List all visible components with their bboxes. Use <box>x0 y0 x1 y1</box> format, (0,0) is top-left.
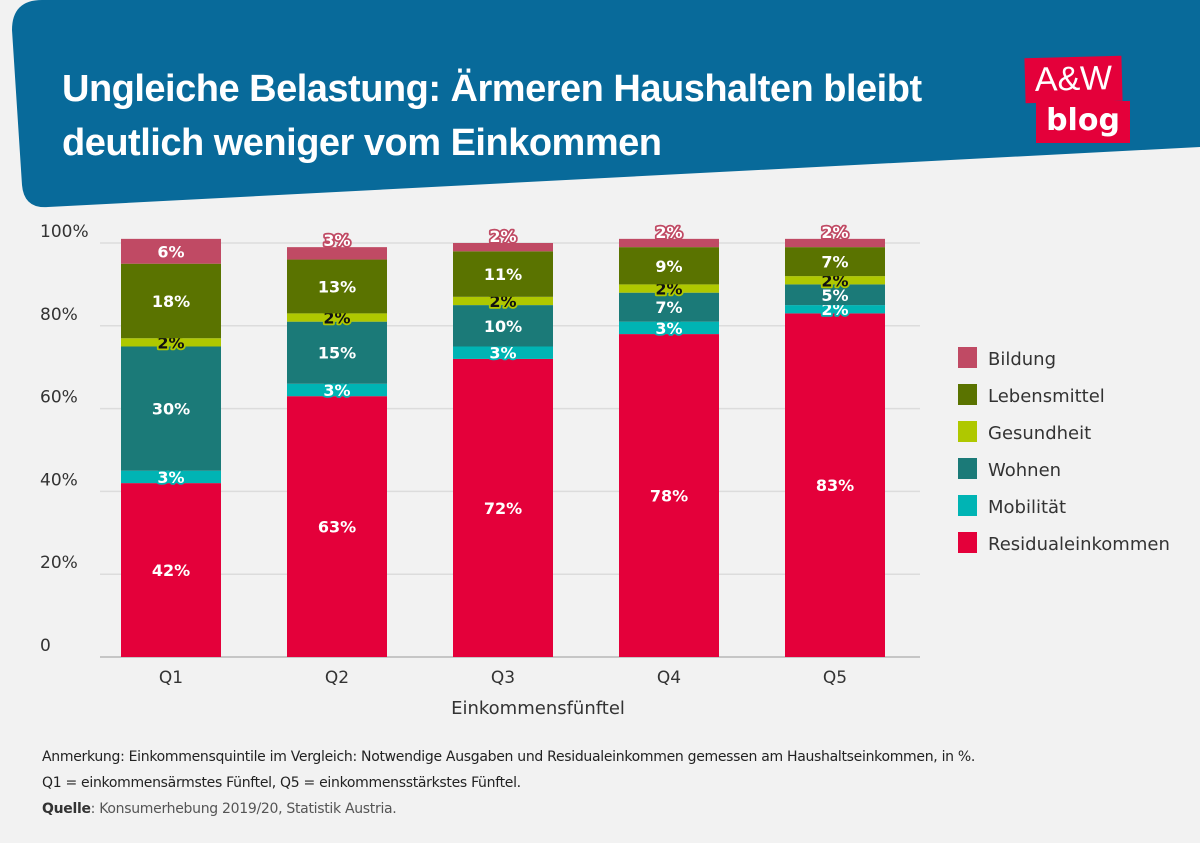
title-line-2: deutlich weniger vom Einkommen <box>62 122 662 164</box>
bar-segment-residualeinkommen <box>619 334 719 657</box>
legend-label: Gesundheit <box>988 423 1091 444</box>
note-line-2: Q1 = einkommensärmstes Fünftel, Q5 = ein… <box>42 775 521 791</box>
data-label: 30% <box>152 400 190 419</box>
legend-swatch-gesundheit <box>958 421 977 442</box>
data-label: 10% <box>484 317 522 336</box>
x-tick-label: Q2 <box>325 668 349 688</box>
data-label: 3% <box>157 468 184 487</box>
bar-segment-lebensmittel <box>287 259 387 314</box>
title-line-1: Ungleiche Belastung: Ärmeren Haushalten … <box>62 68 922 110</box>
data-label: 3% <box>323 231 350 250</box>
legend-swatch-residualeinkommen <box>958 532 977 553</box>
footnotes: Anmerkung: Einkommensquintile im Verglei… <box>42 744 975 822</box>
bar-segment-wohnen <box>453 305 553 347</box>
y-tick-label: 60% <box>40 388 78 408</box>
bar-segment-bildung <box>287 247 387 260</box>
bar-segment-bildung <box>785 238 885 248</box>
legend-label: Lebensmittel <box>988 386 1105 407</box>
data-label: 78% <box>650 487 688 506</box>
data-label: 13% <box>318 277 356 296</box>
bar-segment-mobilität <box>619 321 719 335</box>
bar-segment-mobilität <box>785 305 885 314</box>
bar-segment-mobilität <box>121 470 221 484</box>
data-label: 6% <box>157 242 184 261</box>
data-label: 2% <box>489 227 516 246</box>
bar-segment-residualeinkommen <box>121 483 221 657</box>
x-tick-label: Q1 <box>159 668 183 688</box>
legend-label: Bildung <box>988 349 1056 370</box>
source-label: Quelle <box>42 801 91 817</box>
data-label: 2% <box>821 223 848 242</box>
y-tick-label: 20% <box>40 553 78 573</box>
data-label: 18% <box>152 292 190 311</box>
data-label: 5% <box>821 286 848 305</box>
bar-segment-bildung <box>619 238 719 248</box>
logo-aw: A&W <box>1024 55 1123 104</box>
bar-segment-lebensmittel <box>453 251 553 297</box>
y-tick-label: 0 <box>40 636 51 656</box>
bar-segment-residualeinkommen <box>785 313 885 657</box>
data-label: 15% <box>318 344 356 363</box>
legend-swatch-lebensmittel <box>958 384 977 405</box>
bar-segment-gesundheit <box>785 276 885 285</box>
chart-title: Ungleiche Belastung: Ärmeren Haushalten … <box>62 62 962 170</box>
legend-swatch-wohnen <box>958 458 977 479</box>
bar-segment-lebensmittel <box>785 247 885 277</box>
data-label: 63% <box>318 518 356 537</box>
bar-segment-bildung <box>453 243 553 252</box>
y-tick-label: 80% <box>40 305 78 325</box>
data-label: 3% <box>655 319 682 338</box>
stacked-bar-chart: 0 20% 40% 60% 80% 100% 42% 3% 30% 2% 18% 6% Q1 63% 3% 1… <box>40 221 1170 719</box>
y-tick-label: 100% <box>40 222 89 242</box>
data-label: 72% <box>484 499 522 518</box>
bar-segment-mobilität <box>287 383 387 397</box>
source-text: : Konsumerhebung 2019/20, Statistik Aust… <box>90 801 397 817</box>
source-line: Quelle: Konsumerhebung 2019/20, Statisti… <box>42 796 975 822</box>
legend-label: Residualeinkommen <box>988 534 1170 555</box>
data-label: 3% <box>489 344 516 363</box>
bar-segment-gesundheit <box>121 338 221 347</box>
bar-segment-lebensmittel <box>121 263 221 339</box>
legend-swatch-bildung <box>958 347 977 368</box>
data-label: 7% <box>821 253 848 272</box>
note-line-1: Anmerkung: Einkommensquintile im Verglei… <box>42 749 976 765</box>
x-tick-label: Q4 <box>657 668 681 688</box>
x-axis-title: Einkommensfünftel <box>451 698 625 719</box>
legend-swatch-mobilität <box>958 495 977 516</box>
bar-segment-wohnen <box>287 321 387 384</box>
bar-segment-residualeinkommen <box>287 396 387 657</box>
bar-segment-wohnen <box>785 284 885 306</box>
bar-segment-wohnen <box>121 346 221 471</box>
bar-segment-residualeinkommen <box>453 358 553 657</box>
data-label: 3% <box>323 381 350 400</box>
x-tick-label: Q5 <box>823 668 847 688</box>
data-label: 83% <box>816 476 854 495</box>
bar-segment-bildung <box>121 238 221 264</box>
data-label: 7% <box>655 298 682 317</box>
legend-label: Wohnen <box>988 460 1061 481</box>
data-label: 42% <box>152 561 190 580</box>
bar-segment-mobilität <box>453 346 553 359</box>
bar-segment-lebensmittel <box>619 247 719 285</box>
bar-segment-gesundheit <box>453 296 553 306</box>
legend-label: Mobilität <box>988 497 1066 518</box>
x-tick-label: Q3 <box>491 668 515 688</box>
bar-segment-gesundheit <box>619 284 719 293</box>
data-label: 2% <box>655 223 682 242</box>
header-banner <box>12 0 1200 208</box>
data-label: 9% <box>655 257 682 276</box>
data-label: 11% <box>484 265 522 284</box>
y-tick-label: 40% <box>40 470 78 490</box>
bar-segment-wohnen <box>619 292 719 322</box>
bar-segment-gesundheit <box>287 313 387 322</box>
logo-blog: blog <box>1036 101 1130 143</box>
